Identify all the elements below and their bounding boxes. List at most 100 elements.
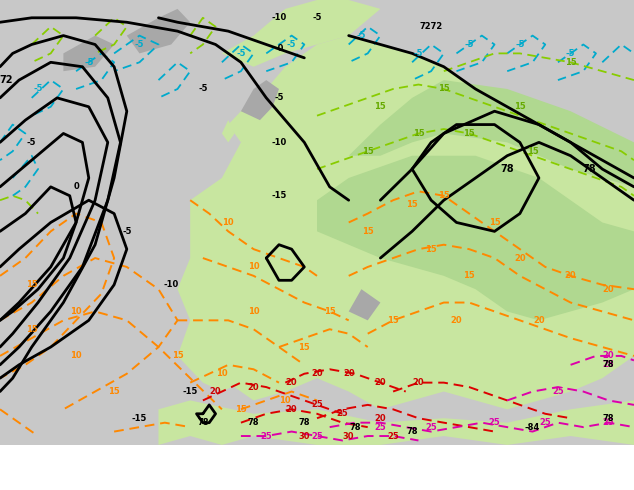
Text: -84: -84 xyxy=(525,422,540,432)
Polygon shape xyxy=(158,400,634,445)
Text: 15: 15 xyxy=(565,58,576,67)
Text: 78: 78 xyxy=(406,427,418,436)
Text: 25: 25 xyxy=(311,432,323,441)
Text: 20: 20 xyxy=(603,285,614,294)
Text: 20: 20 xyxy=(286,378,297,387)
Text: 78: 78 xyxy=(349,422,361,432)
Text: 25: 25 xyxy=(261,432,272,441)
Text: -15: -15 xyxy=(271,191,287,200)
Text: -5: -5 xyxy=(357,31,366,40)
Polygon shape xyxy=(349,289,380,320)
Text: -5: -5 xyxy=(313,13,321,23)
Text: -15: -15 xyxy=(183,387,198,396)
Text: 15: 15 xyxy=(413,129,424,138)
Text: 15: 15 xyxy=(26,280,37,289)
Text: 20: 20 xyxy=(565,271,576,280)
Text: Fr 24-05-2024 06:00 UTC (18+12): Fr 24-05-2024 06:00 UTC (18+12) xyxy=(418,453,628,464)
Text: 20: 20 xyxy=(248,383,259,392)
Text: 78: 78 xyxy=(248,418,259,427)
Text: 10: 10 xyxy=(248,263,259,271)
Polygon shape xyxy=(178,36,634,409)
Text: 10: 10 xyxy=(223,218,234,227)
Text: 15: 15 xyxy=(362,227,373,236)
Text: 25: 25 xyxy=(552,387,564,396)
Text: ©weatheronline.co.uk: ©weatheronline.co.uk xyxy=(503,475,628,485)
Text: 25: 25 xyxy=(337,409,348,418)
Text: 0: 0 xyxy=(73,182,79,192)
Text: 30: 30 xyxy=(343,432,354,441)
Text: 78: 78 xyxy=(583,164,597,174)
Text: -5: -5 xyxy=(236,49,245,58)
Text: 15: 15 xyxy=(514,102,526,111)
Text: -5: -5 xyxy=(122,227,131,236)
Text: 15: 15 xyxy=(235,405,247,414)
Text: -5: -5 xyxy=(34,84,42,94)
Text: 15: 15 xyxy=(463,129,475,138)
Text: 10: 10 xyxy=(248,307,259,316)
Text: -5: -5 xyxy=(275,94,283,102)
Text: 25: 25 xyxy=(489,418,500,427)
Text: 7272: 7272 xyxy=(420,22,443,31)
Text: 15: 15 xyxy=(324,307,335,316)
Text: 15: 15 xyxy=(406,200,418,209)
Text: 25: 25 xyxy=(540,418,551,427)
Text: 78: 78 xyxy=(603,414,614,423)
Polygon shape xyxy=(178,302,254,392)
Text: 15: 15 xyxy=(527,147,538,156)
Text: -5: -5 xyxy=(414,49,423,58)
Text: 15: 15 xyxy=(489,218,500,227)
Text: 25: 25 xyxy=(603,360,614,369)
Text: 78: 78 xyxy=(299,418,310,427)
Text: 20: 20 xyxy=(375,378,386,387)
Text: 20: 20 xyxy=(533,316,545,325)
Polygon shape xyxy=(127,9,190,53)
Text: 15: 15 xyxy=(425,245,437,254)
Text: 15: 15 xyxy=(438,191,450,200)
Text: -5: -5 xyxy=(287,40,296,49)
Text: 15: 15 xyxy=(375,102,386,111)
Text: 20: 20 xyxy=(286,405,297,414)
Text: 20: 20 xyxy=(375,414,386,423)
Text: 72: 72 xyxy=(0,75,13,85)
Text: 10: 10 xyxy=(216,369,228,378)
Text: -10: -10 xyxy=(271,138,287,147)
Text: 15: 15 xyxy=(362,147,373,156)
Text: Height/Temp. 925 hPa [gdpm] ECMWF: Height/Temp. 925 hPa [gdpm] ECMWF xyxy=(6,457,229,467)
Text: 25: 25 xyxy=(311,400,323,409)
Text: -5: -5 xyxy=(566,49,575,58)
Text: -0: -0 xyxy=(275,45,283,53)
Text: -10: -10 xyxy=(164,280,179,289)
Polygon shape xyxy=(222,0,380,67)
Text: 10: 10 xyxy=(280,396,291,405)
Text: 25: 25 xyxy=(387,432,399,441)
Text: 20: 20 xyxy=(343,369,354,378)
Text: 20: 20 xyxy=(210,387,221,396)
Text: 20: 20 xyxy=(451,316,462,325)
Text: 15: 15 xyxy=(387,316,399,325)
Text: -5: -5 xyxy=(27,138,36,147)
Text: -5: -5 xyxy=(198,84,207,94)
Text: 10: 10 xyxy=(70,351,82,361)
Text: -5: -5 xyxy=(84,58,93,67)
Polygon shape xyxy=(317,156,634,320)
Text: -5: -5 xyxy=(515,40,524,49)
Text: 15: 15 xyxy=(438,84,450,94)
Text: -15: -15 xyxy=(132,414,147,423)
Text: 20: 20 xyxy=(311,369,323,378)
Text: 78: 78 xyxy=(197,418,209,427)
Text: 25: 25 xyxy=(375,422,386,432)
Polygon shape xyxy=(228,98,266,143)
Text: 20: 20 xyxy=(514,253,526,263)
Text: -10: -10 xyxy=(271,13,287,23)
Text: 15: 15 xyxy=(172,351,183,361)
Text: 25: 25 xyxy=(603,418,614,427)
Text: 25: 25 xyxy=(425,422,437,432)
Text: 20: 20 xyxy=(603,351,614,361)
Polygon shape xyxy=(63,36,114,71)
Polygon shape xyxy=(222,120,235,143)
Text: -5: -5 xyxy=(135,40,144,49)
Text: 10: 10 xyxy=(70,307,82,316)
Text: 15: 15 xyxy=(108,387,120,396)
Text: 15: 15 xyxy=(463,271,475,280)
Text: 30: 30 xyxy=(299,432,310,441)
